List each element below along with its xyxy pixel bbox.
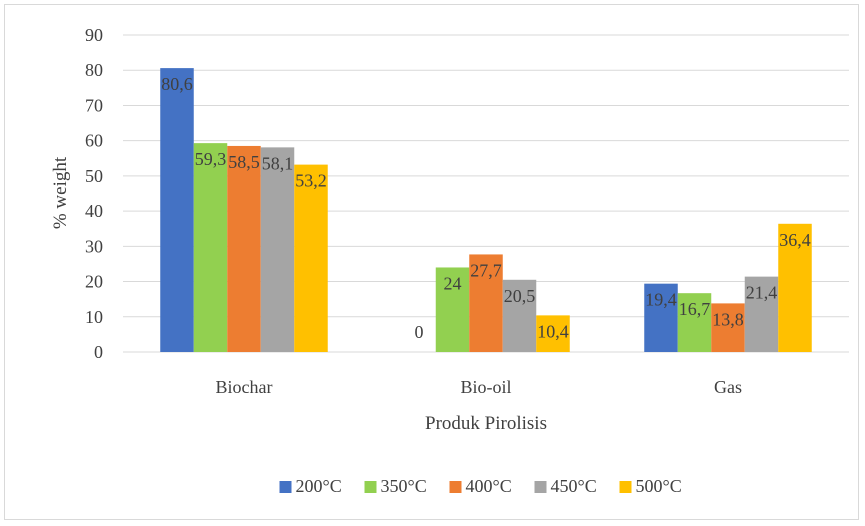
y-tick-label: 70 (85, 95, 103, 115)
data-label: 13,8 (712, 309, 744, 329)
y-tick-label: 90 (85, 25, 103, 45)
data-label: 10,4 (537, 321, 569, 341)
chart-frame (4, 4, 859, 520)
legend: 200°C 350°C 400°C 450°C 500°C (279, 476, 682, 496)
y-tick-label: 0 (94, 342, 103, 362)
bar (778, 223, 812, 352)
bar (193, 143, 228, 352)
data-label: 59,3 (195, 149, 227, 169)
y-tick-labels: 0 10 20 30 40 50 60 70 80 90 (85, 25, 103, 362)
data-label: 80,6 (161, 74, 193, 94)
y-tick-label: 30 (85, 236, 103, 256)
y-axis-title: % weight (50, 156, 71, 229)
bar (744, 276, 779, 352)
data-label: 58,5 (228, 152, 260, 172)
category-label: Biochar (216, 377, 273, 397)
category-label: Bio-oil (460, 377, 511, 397)
data-label: 24 (444, 273, 462, 293)
data-label: 21,4 (746, 283, 778, 303)
data-label: 19,4 (645, 290, 677, 310)
bar (435, 267, 470, 352)
bar (227, 145, 261, 352)
y-tick-label: 10 (85, 307, 103, 327)
legend-swatch (449, 481, 462, 493)
data-label: 0 (415, 322, 424, 342)
x-axis-title: Produk Pirolisis (425, 413, 547, 434)
y-tick-label: 60 (85, 131, 103, 151)
legend-swatch (619, 481, 632, 493)
data-label: 20,5 (504, 286, 536, 306)
bar (711, 303, 745, 352)
legend-label: 200°C (296, 476, 342, 496)
category-labels: Biochar Bio-oil Gas (216, 377, 742, 397)
legend-label: 500°C (636, 476, 682, 496)
legend-swatch (279, 481, 292, 493)
y-tick-label: 20 (85, 272, 103, 292)
bar (260, 147, 295, 352)
legend-label: 450°C (551, 476, 597, 496)
bar (502, 279, 537, 352)
data-label: 53,2 (295, 171, 327, 191)
legend-label: 400°C (466, 476, 512, 496)
bars (160, 68, 812, 352)
data-label: 16,7 (679, 299, 711, 319)
legend-swatch (364, 481, 377, 493)
category-label: Gas (714, 377, 742, 397)
legend-label: 350°C (381, 476, 427, 496)
bar (469, 254, 503, 352)
bar (677, 293, 712, 352)
data-label: 27,7 (470, 260, 502, 280)
y-tick-label: 40 (85, 201, 103, 221)
data-label: 58,1 (262, 153, 294, 173)
y-tick-label: 80 (85, 60, 103, 80)
bar (536, 315, 570, 352)
y-tick-label: 50 (85, 166, 103, 186)
legend-swatch (534, 481, 547, 493)
data-label: 36,4 (779, 230, 811, 250)
bar (160, 68, 194, 352)
bar (644, 283, 678, 352)
bar (294, 164, 328, 352)
